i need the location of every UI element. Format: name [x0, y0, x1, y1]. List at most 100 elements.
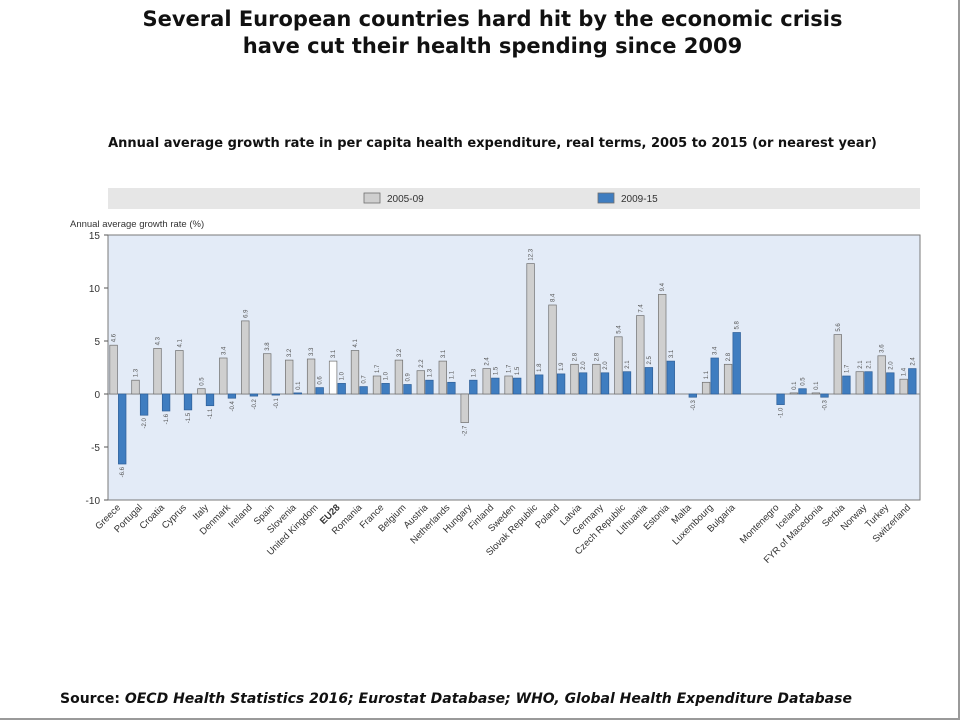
bar-2005-09-Iceland [789, 392, 799, 395]
legend-label-2005-09: 2005-09 [387, 194, 424, 205]
bar-2009-15-Belgium [403, 384, 412, 395]
data-label: 1.7 [507, 364, 513, 373]
data-label: 2.8 [594, 352, 600, 361]
data-label: 1.9 [559, 362, 565, 371]
data-label: 1.5 [493, 366, 499, 375]
bar-2009-15-Bulgaria [732, 332, 741, 395]
bar-2005-09-United Kingdom [306, 358, 316, 395]
x-tick-label: Ireland [226, 502, 254, 530]
bar-2005-09-Italy [197, 388, 206, 395]
y-axis-title: Annual average growth rate (%) [70, 219, 204, 230]
bar-2005-09-EU28 [328, 360, 338, 395]
data-label: 0.6 [318, 376, 324, 385]
data-label: 1.7 [375, 364, 381, 373]
data-label: 2.0 [888, 361, 894, 370]
bar-2005-09-Latvia [570, 363, 579, 395]
bar-2005-09-Luxembourg [701, 381, 711, 395]
bar-2005-09-FYR of Macedonia [811, 392, 821, 395]
x-tick-label: Poland [533, 502, 562, 531]
bar-2009-15-Spain [271, 393, 280, 396]
plot-area [107, 234, 921, 501]
bar-2005-09-Belgium [394, 359, 404, 395]
bar-2005-09-Cyprus [175, 350, 184, 395]
data-label: 1.7 [844, 364, 850, 373]
data-label: 4.6 [112, 333, 118, 342]
bar-2009-15-Iceland [798, 388, 807, 395]
data-label: 0.1 [296, 381, 302, 390]
bar-2009-15-Malta [688, 393, 697, 398]
data-label: -1.0 [779, 407, 785, 418]
data-label: 1.1 [704, 370, 710, 379]
data-label: -0.4 [230, 401, 236, 412]
bar-2009-15-Montenegro [776, 393, 785, 405]
bar-2009-15-Serbia [842, 375, 851, 395]
bar-2005-09-Lithuania [636, 315, 645, 395]
bar-2009-15-Finland [491, 377, 500, 395]
bar-2005-09-Austria [416, 370, 425, 395]
data-label: 3.1 [331, 349, 337, 358]
data-label: 1.5 [515, 366, 521, 375]
bar-2009-15-Austria [425, 379, 434, 395]
y-tick-label: -5 [91, 443, 100, 454]
bar-2005-09-Spain [263, 353, 272, 395]
bar-2005-09-Czech Republic [614, 336, 623, 395]
bar-2009-15-Switzerland [908, 368, 917, 395]
bar-2005-09-Denmark [219, 357, 228, 395]
bar-2009-15-United Kingdom [315, 387, 324, 395]
data-label: 0.9 [406, 372, 412, 381]
bar-2005-09-Germany [592, 363, 601, 395]
bar-2005-09-Romania [350, 350, 360, 395]
data-label: 0.1 [814, 381, 820, 390]
data-label: 4.1 [177, 338, 183, 347]
bar-2005-09-Turkey [877, 355, 886, 395]
bar-2009-15-Slovenia [293, 392, 302, 395]
data-label: -2.0 [142, 418, 148, 429]
bar-2009-15-FYR of Macedonia [820, 393, 829, 398]
x-tick-label: Cyprus [160, 502, 189, 531]
data-label: 1.3 [427, 368, 433, 377]
data-label: 7.4 [638, 304, 644, 313]
legend-swatch-2005-09 [363, 192, 381, 204]
data-label: 3.4 [221, 346, 227, 355]
bar-2005-09-Ireland [241, 320, 250, 395]
data-label: 0.5 [801, 377, 807, 386]
bar-2005-09-Finland [482, 368, 491, 395]
data-label: 1.3 [134, 368, 140, 377]
data-label: -1.6 [164, 413, 170, 424]
data-label: 2.8 [573, 352, 579, 361]
data-label: -0.1 [274, 397, 280, 408]
legend-band [108, 188, 920, 209]
data-label: 1.8 [537, 363, 543, 372]
bar-2009-15-Norway [864, 371, 873, 395]
data-label: 2.0 [603, 361, 609, 370]
data-label: 5.6 [836, 323, 842, 332]
data-label: 2.1 [866, 360, 872, 369]
bar-2009-15-Estonia [666, 360, 675, 395]
data-label: -2.7 [463, 425, 469, 436]
data-label: -0.3 [823, 400, 829, 411]
bar-2009-15-Poland [556, 373, 566, 395]
bar-2009-15-Netherlands [447, 381, 456, 395]
data-label: 0.5 [199, 377, 205, 386]
bar-2005-09-Estonia [658, 294, 667, 395]
bar-2009-15-Cyprus [183, 393, 193, 411]
bar-2005-09-Slovak Republic [526, 263, 535, 395]
data-label: 2.0 [581, 361, 587, 370]
y-tick-label: 10 [89, 284, 101, 295]
data-label: 3.1 [669, 349, 675, 358]
bar-2005-09-Bulgaria [723, 363, 733, 395]
data-label: 2.4 [910, 357, 916, 366]
data-label: 2.1 [625, 360, 631, 369]
bar-2005-09-Croatia [153, 348, 162, 395]
data-label: 4.3 [156, 336, 162, 345]
source-note: Source: OECD Health Statistics 2016; Eur… [60, 691, 852, 707]
bar-2005-09-Norway [855, 371, 864, 395]
source-label: Source: [60, 691, 120, 707]
y-tick-label: 5 [94, 337, 100, 348]
slide-title: Several European countries hard hit by t… [0, 6, 960, 60]
data-label: 1.0 [384, 371, 390, 380]
data-label: -1.1 [208, 408, 214, 419]
bar-2005-09-Switzerland [899, 378, 908, 395]
slide-title-line-2: have cut their health spending since 200… [242, 34, 743, 58]
